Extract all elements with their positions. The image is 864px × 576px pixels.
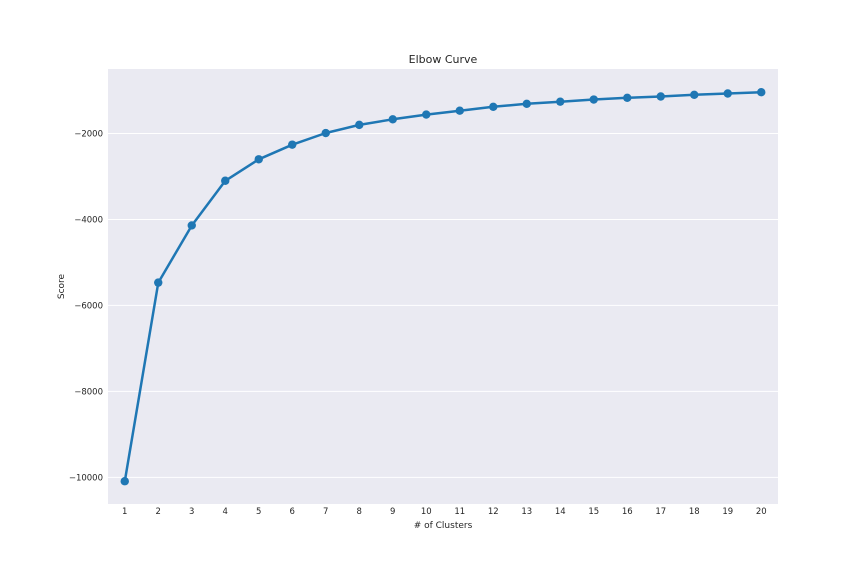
x-tick-label: 19 — [722, 507, 733, 517]
x-tick-label: 13 — [521, 507, 532, 517]
y-tick-label: −10000 — [69, 473, 103, 483]
data-point — [556, 97, 565, 106]
data-point — [656, 92, 665, 101]
x-tick-label: 2 — [156, 507, 161, 517]
series-line — [123, 90, 763, 483]
x-tick-label: 11 — [454, 507, 465, 517]
x-tick-label: 10 — [421, 507, 432, 517]
data-point — [154, 278, 163, 287]
x-tick-label: 15 — [588, 507, 599, 517]
x-tick-label: 6 — [290, 507, 295, 517]
data-point — [221, 176, 230, 185]
data-point — [757, 88, 766, 97]
x-tick-label: 12 — [488, 507, 499, 517]
data-point — [690, 90, 699, 99]
plot-area — [108, 69, 778, 504]
data-point — [254, 155, 263, 164]
data-points — [120, 88, 766, 486]
x-tick-label: 16 — [622, 507, 633, 517]
y-axis-label: Score — [57, 273, 67, 299]
grid-lines — [108, 132, 778, 478]
chart-title: Elbow Curve — [409, 53, 478, 66]
x-tick-label: 17 — [655, 507, 666, 517]
data-point — [120, 477, 129, 486]
data-point — [187, 221, 196, 230]
x-tick-label: 1 — [122, 507, 127, 517]
data-point — [589, 95, 598, 104]
x-axis-label: # of Clusters — [414, 521, 473, 531]
x-tick-label: 8 — [357, 507, 362, 517]
data-point — [522, 99, 531, 109]
data-point — [321, 128, 330, 138]
y-axis-ticks: −10000 −8000 −6000 −4000 −2000 — [69, 129, 103, 483]
y-tick-label: −8000 — [74, 387, 103, 397]
x-tick-label: 4 — [223, 507, 228, 517]
x-tick-label: 5 — [256, 507, 261, 517]
y-tick-label: −2000 — [74, 129, 103, 139]
data-point — [489, 102, 498, 112]
data-point — [455, 106, 464, 115]
y-tick-label: −4000 — [74, 215, 103, 225]
x-axis-ticks: 1 2 3 4 5 6 7 8 9 10 11 12 13 14 15 16 17 18 19 20 — [122, 507, 767, 517]
data-point — [288, 140, 297, 149]
x-tick-label: 3 — [189, 507, 194, 517]
x-tick-label: 7 — [323, 507, 328, 517]
x-tick-label: 14 — [555, 507, 566, 517]
data-point — [723, 89, 732, 98]
y-tick-label: −6000 — [74, 301, 103, 311]
data-point — [422, 110, 431, 119]
x-tick-label: 9 — [390, 507, 395, 517]
x-tick-label: 20 — [756, 507, 767, 517]
data-point — [623, 93, 632, 102]
data-point — [388, 115, 397, 124]
data-point — [355, 120, 364, 130]
x-tick-label: 18 — [689, 507, 700, 517]
